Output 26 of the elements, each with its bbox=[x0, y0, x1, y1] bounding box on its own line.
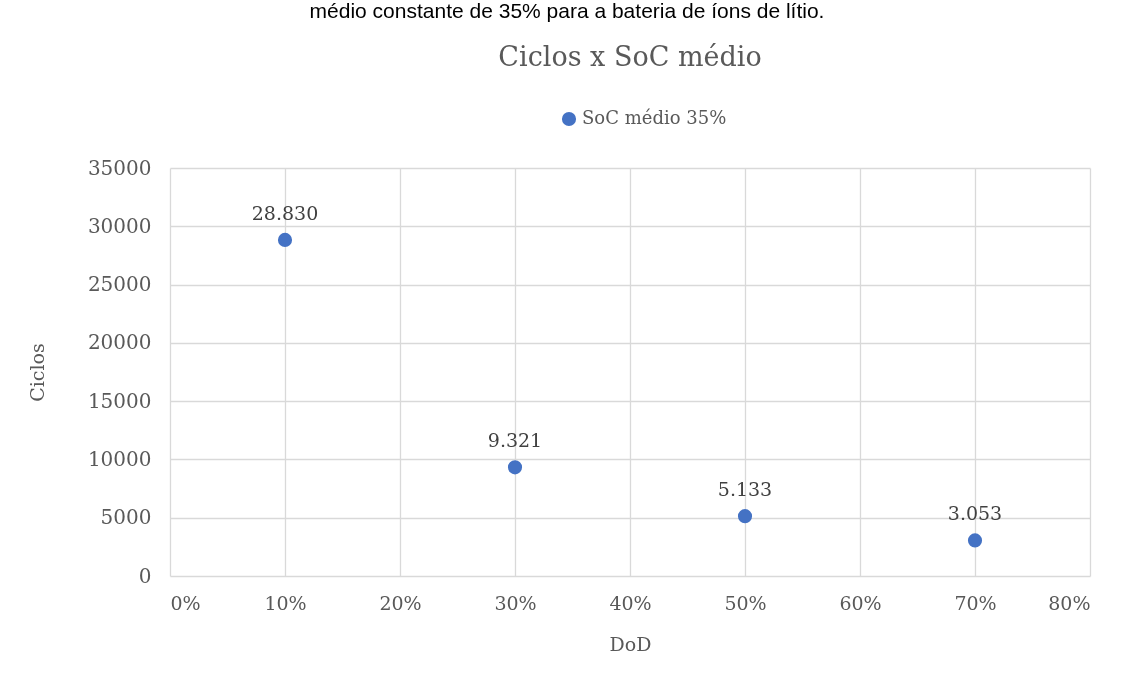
y-tick-label: 30000 bbox=[87, 213, 152, 238]
x-tick-label: 10% bbox=[264, 591, 307, 614]
text: médio constante de 35% para a bateria de íons de lítio. bbox=[308, 0, 826, 22]
y-tick-label: 0 bbox=[138, 563, 152, 588]
x-tick-label: 80% bbox=[1048, 591, 1091, 614]
x-tick-label: 30% bbox=[494, 591, 537, 614]
x-tick-label: 70% bbox=[954, 591, 997, 614]
y-tick-label: 20000 bbox=[87, 330, 152, 355]
data-label: 28.830 bbox=[251, 201, 319, 224]
x-tick-label: 50% bbox=[724, 591, 767, 614]
data-label: 5.133 bbox=[717, 478, 773, 501]
y-tick-label: 35000 bbox=[87, 155, 152, 180]
y-tick-label: 10000 bbox=[87, 446, 152, 471]
y-tick-label: 25000 bbox=[87, 272, 152, 297]
x-tick-label: 0% bbox=[170, 591, 201, 614]
y-axis-title: Ciclos bbox=[25, 343, 48, 402]
data-label: 3.053 bbox=[947, 502, 1003, 525]
x-tick-label: 20% bbox=[379, 591, 422, 614]
legend-label: SoC médio 35% bbox=[582, 107, 727, 128]
x-tick-label: 60% bbox=[839, 591, 882, 614]
data-label: 9.321 bbox=[487, 429, 543, 452]
y-tick-label: 5000 bbox=[100, 505, 152, 530]
x-axis-title: DoD bbox=[609, 632, 652, 655]
chart-title: Ciclos x SoC médio bbox=[498, 41, 762, 72]
y-tick-label: 15000 bbox=[87, 388, 152, 413]
x-tick-label: 40% bbox=[609, 591, 652, 614]
